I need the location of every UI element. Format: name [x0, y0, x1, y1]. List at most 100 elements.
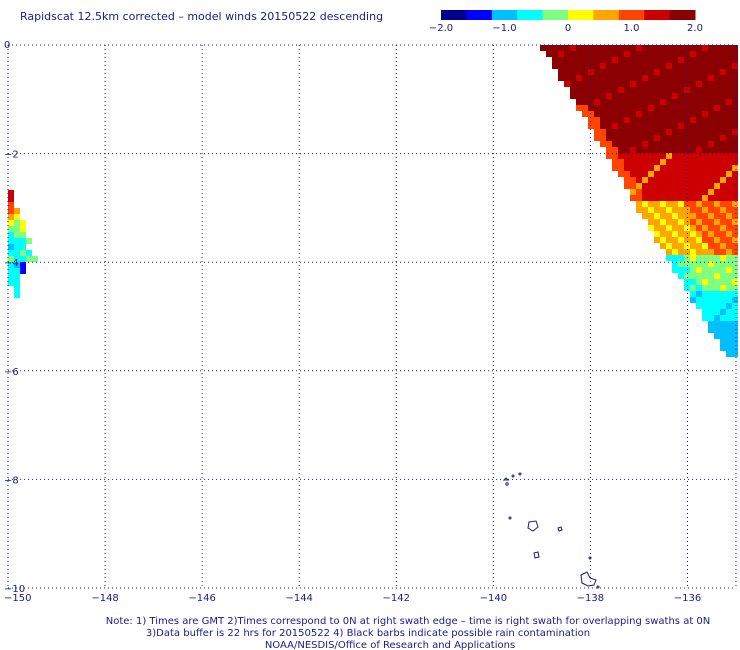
swath-cell [702, 147, 708, 153]
swath-cell [624, 171, 630, 177]
swath-cell [660, 219, 666, 225]
swath-cell [582, 81, 588, 87]
swath-cell [726, 243, 732, 249]
swath-cell [732, 333, 738, 339]
swath-cell [678, 165, 684, 171]
swath-cell [696, 249, 702, 255]
swath-cell [672, 87, 678, 93]
swath-cell [624, 147, 630, 153]
swath-cell [606, 153, 612, 159]
swath-cell [684, 153, 690, 159]
swath-cell [702, 171, 708, 177]
swath-cell [612, 93, 618, 99]
swath-cell [720, 87, 726, 93]
swath-cell [714, 45, 720, 51]
swath-cell [576, 63, 582, 69]
swath-cell [672, 153, 678, 159]
swath-cell [600, 81, 606, 87]
swath-cell [708, 237, 714, 243]
swath-cell [714, 75, 720, 81]
swath-cell [720, 45, 726, 51]
swath-cell [690, 129, 696, 135]
swath-cell [8, 190, 14, 196]
colorbar-tick-label: −1.0 [492, 23, 516, 34]
swath-cell [726, 147, 732, 153]
swath-cell [20, 268, 26, 274]
swath-cell [726, 69, 732, 75]
swath-cell [588, 111, 594, 117]
swath-cell [660, 57, 666, 63]
swath-cell [618, 51, 624, 57]
swath-cell [660, 195, 666, 201]
swath-cell [618, 63, 624, 69]
island [511, 474, 515, 478]
swath-cell [726, 153, 732, 159]
swath-cell [588, 63, 594, 69]
swath-cell [660, 87, 666, 93]
map-title: Rapidscat 12.5km corrected – model winds… [20, 10, 383, 23]
swath-cell [636, 99, 642, 105]
swath-cell [732, 231, 738, 237]
swath-cell [732, 75, 738, 81]
swath-cell [720, 345, 726, 351]
swath-cell [690, 147, 696, 153]
swath-cell [20, 220, 26, 226]
swath-cell [714, 111, 720, 117]
swath-cell [726, 297, 732, 303]
swath-cell [690, 255, 696, 261]
swath-cell [696, 147, 702, 153]
swath-cell [708, 273, 714, 279]
swath-cell [684, 261, 690, 267]
islands [502, 472, 600, 589]
swath-cell [642, 57, 648, 63]
swath-cell [732, 171, 738, 177]
swath-cell [672, 219, 678, 225]
swath-cell [672, 129, 678, 135]
swath-cell [630, 75, 636, 81]
swath-cell [648, 195, 654, 201]
swath-cell [672, 243, 678, 249]
swath-cell [636, 69, 642, 75]
swath-cell [696, 273, 702, 279]
swath-cell [642, 93, 648, 99]
swath-cell [720, 273, 726, 279]
swath-cell [720, 267, 726, 273]
swath-cell [696, 219, 702, 225]
swath-cell [636, 63, 642, 69]
swath-cell [672, 99, 678, 105]
swath-cell [702, 87, 708, 93]
swath-cell [726, 177, 732, 183]
swath-cell [678, 99, 684, 105]
swath-cell [714, 135, 720, 141]
swath-cell [672, 177, 678, 183]
swath-cell [660, 135, 666, 141]
swath-cell [708, 261, 714, 267]
swath-cell [708, 45, 714, 51]
swath-cell [678, 93, 684, 99]
swath-cell [696, 255, 702, 261]
swath-cell [702, 213, 708, 219]
swath-cell [660, 231, 666, 237]
swath-cell [654, 153, 660, 159]
swath-cell [600, 69, 606, 75]
swath-cell [672, 189, 678, 195]
swath-cell [648, 141, 654, 147]
swath-cell [708, 75, 714, 81]
swath-cell [624, 159, 630, 165]
swath-cell [714, 249, 720, 255]
swath-cell [720, 249, 726, 255]
swath-cell [732, 285, 738, 291]
swath-cell [606, 81, 612, 87]
swath-cell [648, 213, 654, 219]
swath-cell [642, 123, 648, 129]
swath-cell [732, 297, 738, 303]
swath-cell [606, 45, 612, 51]
swath-cell [708, 69, 714, 75]
swath-cell [612, 165, 618, 171]
swath-cell [672, 81, 678, 87]
swath-cell [678, 213, 684, 219]
swath-cell [678, 237, 684, 243]
swath-cell [14, 244, 20, 250]
swath-cell [636, 177, 642, 183]
swath-cell [648, 177, 654, 183]
